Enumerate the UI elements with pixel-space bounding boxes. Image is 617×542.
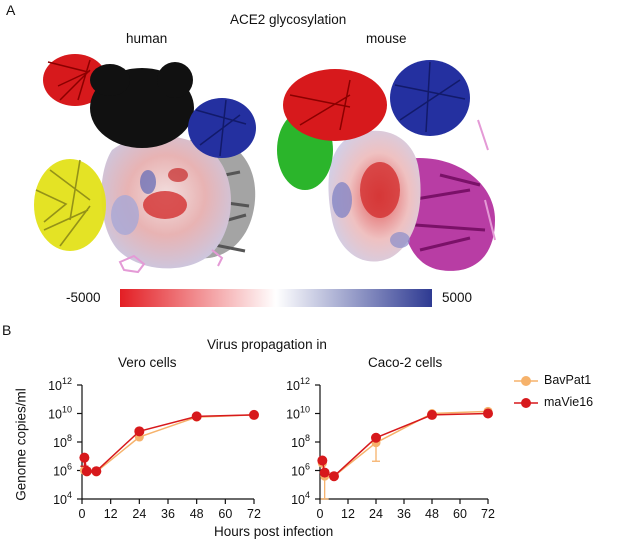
panel-a-title: ACE2 glycosylation [230, 12, 347, 27]
data-point-mavie16 [191, 411, 202, 422]
x-tick-label: 24 [132, 507, 146, 521]
legend-label-bavpat1: BavPat1 [544, 373, 592, 387]
series-line-mavie16 [83, 414, 255, 472]
x-tick-label: 72 [247, 507, 261, 521]
panel-b-title: Virus propagation in [207, 337, 327, 352]
data-point-mavie16 [371, 432, 381, 443]
chart-0: 0 12 24 36 48 60 72 104 106 108 1010 1012 [48, 376, 261, 521]
y-tick-label: 1012 [48, 376, 72, 393]
caco2-chart-title: Caco-2 cells [368, 355, 443, 370]
x-tick-label: 60 [453, 507, 467, 521]
x-axis-label: Hours post infection [214, 524, 334, 539]
vero-chart-title: Vero cells [118, 355, 177, 370]
y-tick-label: 104 [291, 490, 310, 507]
legend-marker-mavie16 [521, 398, 531, 408]
legend-marker-bavpat1 [521, 376, 531, 386]
human-red-glycan [43, 54, 107, 106]
y-tick-label: 106 [291, 462, 310, 479]
y-tick-label: 1010 [48, 405, 72, 422]
x-tick-label: 0 [317, 507, 324, 521]
data-point-mavie16 [79, 452, 90, 463]
mouse-red-glycan [283, 69, 387, 141]
data-point-mavie16 [91, 466, 102, 477]
legend: BavPat1 maVie16 [512, 372, 617, 416]
mouse-magenta-ribbon [399, 158, 495, 271]
series-line-bavpat1 [321, 410, 489, 477]
human-pink-glycan [118, 254, 146, 274]
x-tick-label: 12 [104, 507, 118, 521]
human-label: human [126, 31, 168, 46]
data-point-mavie16 [427, 409, 437, 420]
panel-a-letter: A [6, 2, 16, 18]
human-ace2-structure [34, 54, 256, 274]
y-tick-label: 104 [53, 490, 72, 507]
y-tick-label: 108 [291, 433, 310, 450]
data-point-mavie16 [317, 455, 328, 466]
x-tick-label: 60 [218, 507, 232, 521]
y-tick-label: 108 [53, 433, 72, 450]
x-tick-label: 36 [397, 507, 411, 521]
human-black-glycan [90, 62, 194, 148]
data-point-mavie16 [319, 467, 330, 478]
mouse-label: mouse [366, 31, 407, 46]
x-tick-label: 0 [79, 507, 86, 521]
x-tick-label: 24 [369, 507, 383, 521]
data-point-mavie16 [249, 409, 259, 420]
legend-label-mavie16: maVie16 [544, 395, 594, 409]
panel-b-letter: B [2, 322, 12, 338]
human-yellow-glycan [34, 159, 106, 251]
series-line-mavie16 [321, 412, 489, 478]
mouse-ace2-structure [277, 60, 496, 271]
data-point-mavie16 [329, 471, 339, 482]
legend-item-bavpat1: BavPat1 [512, 372, 617, 394]
y-tick-label: 106 [53, 462, 72, 479]
electrostatic-colorbar [120, 289, 432, 307]
mouse-blue-glycan [390, 60, 470, 136]
x-tick-label: 48 [425, 507, 439, 521]
chart-1: 0 12 24 36 48 60 72 104 106 108 1010 1012 [286, 376, 495, 521]
x-tick-label: 48 [190, 507, 204, 521]
x-tick-label: 12 [341, 507, 355, 521]
legend-item-mavie16: maVie16 [512, 394, 617, 416]
colorbar-max-label: 5000 [442, 290, 473, 305]
data-point-mavie16 [134, 426, 145, 437]
data-point-mavie16 [483, 408, 493, 419]
x-tick-label: 72 [481, 507, 495, 521]
x-tick-label: 36 [161, 507, 175, 521]
y-tick-label: 1010 [286, 405, 310, 422]
human-blue-glycan [188, 98, 256, 158]
colorbar-min-label: -5000 [66, 290, 101, 305]
y-tick-label: 1012 [286, 376, 310, 393]
data-point-mavie16 [81, 466, 92, 477]
